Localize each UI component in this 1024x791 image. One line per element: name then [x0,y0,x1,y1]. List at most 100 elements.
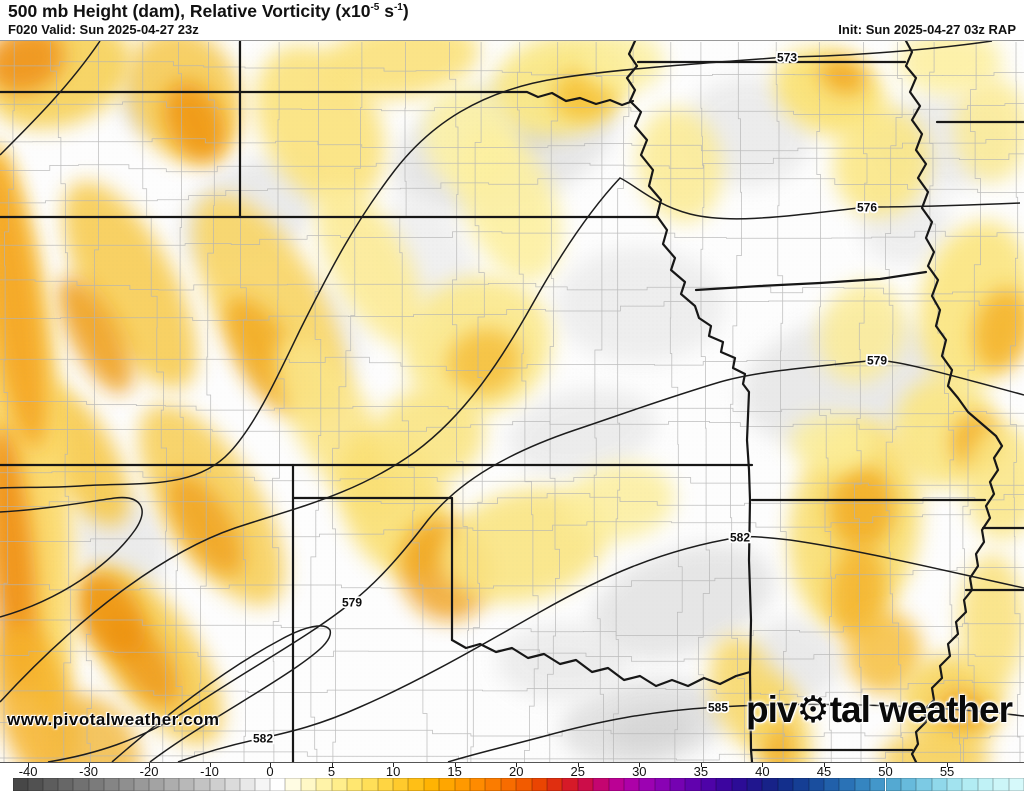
colorbar-cell [808,778,824,791]
colorbar-cell [885,778,901,791]
colorbar-tick [700,763,702,767]
colorbar-cell [43,778,59,791]
colorbar-cell [685,778,701,791]
contour-labels: 573 576 579 582 579 585 582 [251,49,889,748]
colorbar-tick-label: 15 [447,764,462,779]
colorbar-cell [623,778,640,791]
colorbar-tick-label: 10 [385,764,401,779]
colorbar-tick [577,763,579,767]
colorbar-cell [993,778,1009,791]
colorbar-cell [194,778,210,791]
colorbar-cell [254,778,270,791]
page-title: 500 mb Height (dam), Relative Vorticity … [8,1,409,22]
colorbar-tick [823,763,825,767]
colorbar-cell [577,778,594,791]
colorbar-tick-label: 25 [570,764,585,779]
colorbar-tick-label: 20 [508,764,524,779]
colorbar-cell [870,778,886,791]
title-sup-exp: -5 [370,2,380,14]
colorbar-cell [58,778,74,791]
colorbar: -40 -30 -20 -10 0 5 10 15 20 25 30 35 40 45 50 55 [0,762,1024,791]
colorbar-cell [377,778,394,791]
colorbar-cell [239,778,255,791]
colorbar-cell [285,778,301,791]
colorbar-cell [531,778,547,791]
colorbar-tick-label: 40 [755,764,770,779]
colorbar-cell [118,778,134,791]
title-text: 500 mb Height (dam), Relative Vorticity … [8,1,371,21]
colorbar-cell [224,778,240,791]
colorbar-tick [88,763,90,767]
contour-label: 579 [867,354,887,368]
contour-label: 579 [342,596,362,610]
contour-label: 582 [730,531,750,545]
colorbar-tick-label: 45 [816,764,832,779]
colorbar-cell [103,778,119,791]
colorbar-tick [762,763,764,767]
colorbar-cell [133,778,150,791]
colorbar-tick [270,763,271,767]
colorbar-cell [362,778,378,791]
colorbar-cell [423,778,440,791]
logo-tal: tal [829,689,871,730]
colorbar-cell [947,778,963,791]
colorbar-cell [408,778,424,791]
colorbar-cell [439,778,455,791]
state-borders [0,41,1024,762]
colorbar-cell [209,778,225,791]
colorbar-cell [654,778,671,791]
colorbar-tick-label: 50 [878,764,893,779]
height-contours [0,41,1024,762]
stipple-texture [0,41,1024,762]
contour-label: 576 [857,201,877,215]
gear-icon: ⚙ [796,688,830,731]
colorbar-cell [931,778,948,791]
colorbar-cell [608,778,624,791]
colorbar-tick-label: -20 [139,764,159,779]
map-svg: 573 576 579 582 579 585 582 [0,41,1024,762]
county-lines [0,42,1024,762]
colorbar-cell [485,778,501,791]
colorbar-cell [88,778,104,791]
colorbar-tick-label: -10 [200,764,219,779]
colorbar-cell [164,778,180,791]
title-close: ) [402,1,409,21]
colorbar-tick [149,763,151,767]
logo-weather: weather [869,689,1013,730]
colorbar-cell [670,778,686,791]
colorbar-cell [28,778,44,791]
colorbar-cell [179,778,195,791]
colorbar-cell [73,778,89,791]
colorbar-cells [0,778,1024,791]
colorbar-cell [1008,778,1024,791]
title-unit: s [379,1,394,21]
colorbar-cell [454,778,471,791]
colorbar-cell [270,778,286,791]
colorbar-cell [793,778,809,791]
colorbar-cell [716,778,732,791]
colorbar-cell [731,778,747,791]
colorbar-cell [470,778,486,791]
init-time-label: Init: Sun 2025-04-27 03z RAP [838,22,1016,37]
colorbar-cell [316,778,332,791]
colorbar-tick-label: -30 [79,764,98,779]
pivotal-weather-logo: piv⚙tal weather [746,688,1013,731]
map-canvas: 573 576 579 582 579 585 582 www.pivotalweather… [0,41,1024,762]
colorbar-tick [516,763,518,767]
colorbar-cell [149,778,165,791]
colorbar-cell [331,778,347,791]
colorbar-tick [885,763,887,767]
colorbar-tick-label: 30 [632,764,647,779]
colorbar-tick [947,763,949,767]
colorbar-tick [28,763,30,767]
colorbar-cell [762,778,778,791]
colorbar-cell [546,778,563,791]
valid-time-label: F020 Valid: Sun 2025-04-27 23z [8,22,199,37]
colorbar-tick-label: 0 [266,764,274,779]
colorbar-cell [962,778,978,791]
colorbar-cell [639,778,655,791]
contour-label: 573 [777,51,797,65]
watermark-url: www.pivotalweather.com [7,710,220,729]
colorbar-cell [393,778,409,791]
